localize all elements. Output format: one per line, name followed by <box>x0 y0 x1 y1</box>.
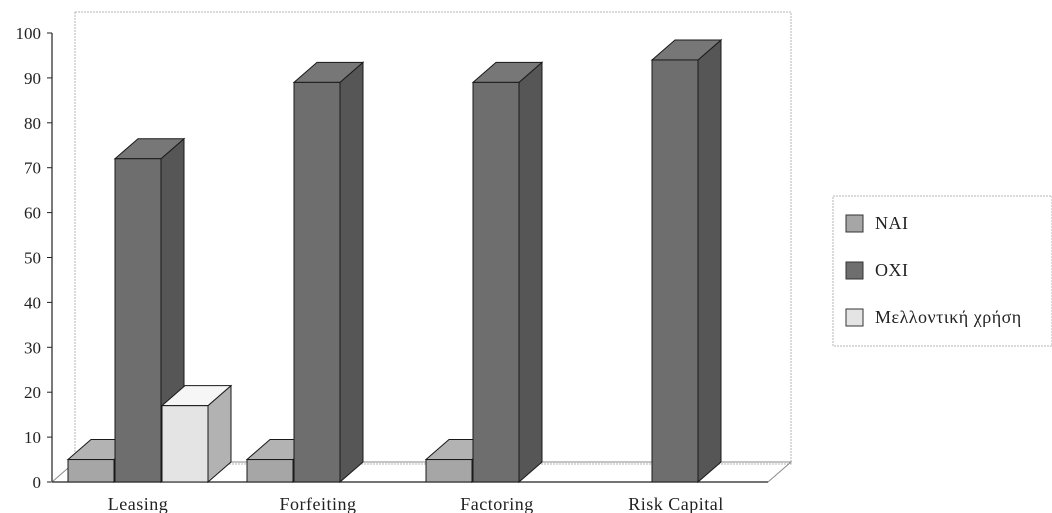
y-tick-label: 50 <box>24 249 41 268</box>
bar-front <box>114 158 162 483</box>
legend-swatch <box>845 308 864 327</box>
y-tick-label: 70 <box>24 159 41 178</box>
y-tick-label: 100 <box>16 24 42 43</box>
bar-front <box>67 459 115 483</box>
category-labels: Leasing Forfeiting Factoring Risk Capital <box>108 494 724 513</box>
y-tick-label: 90 <box>24 69 41 88</box>
bar-oxi-factoring <box>471 61 544 484</box>
legend: NAI OXI Μελλοντική χρήση <box>832 195 1052 347</box>
y-tick-label: 80 <box>24 114 41 133</box>
bar-side <box>339 61 364 484</box>
legend-label: OXI <box>875 260 909 280</box>
bar-series-2-leasing <box>160 384 233 484</box>
bar-oxi-leasing <box>113 137 186 484</box>
legend-swatch <box>845 261 864 280</box>
legend-label: Μελλοντική χρήση <box>875 307 1022 327</box>
y-tick-label: 60 <box>24 204 41 223</box>
category-label: Leasing <box>108 494 168 513</box>
bar-front <box>425 459 473 483</box>
legend-label: NAI <box>875 213 909 233</box>
category-label: Risk Capital <box>628 494 724 513</box>
bar-front <box>161 405 209 483</box>
category-label: Factoring <box>460 494 534 513</box>
bars <box>66 38 723 484</box>
y-tick-label: 40 <box>24 293 41 312</box>
y-tick-label: 10 <box>24 428 41 447</box>
bar-side <box>697 38 722 484</box>
legend-swatch <box>845 214 864 233</box>
bar-front <box>472 81 520 483</box>
y-tick-label: 20 <box>24 383 41 402</box>
legend-frame <box>832 195 1052 347</box>
y-tick-label: 0 <box>33 473 42 492</box>
bar-front <box>246 459 294 483</box>
bar-oxi-forfeiting <box>292 61 365 484</box>
bar-front <box>293 81 341 483</box>
bar-front <box>651 59 699 483</box>
bar-oxi-risk-capital <box>650 38 723 484</box>
category-label: Forfeiting <box>280 494 357 513</box>
y-axis-ticks: 0 10 20 30 40 50 60 70 80 90 100 <box>16 24 52 492</box>
y-tick-label: 30 <box>24 338 41 357</box>
bar-side <box>518 61 543 484</box>
